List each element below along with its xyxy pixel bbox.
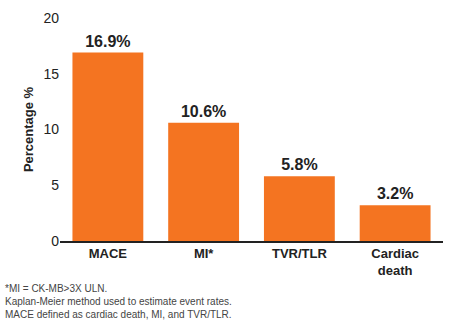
svg-text:MACE: MACE — [89, 246, 128, 261]
svg-text:0: 0 — [51, 233, 59, 249]
svg-text:16.9%: 16.9% — [85, 33, 130, 50]
svg-text:20: 20 — [43, 10, 59, 26]
svg-text:10: 10 — [43, 121, 59, 137]
svg-text:15: 15 — [43, 66, 59, 82]
svg-text:5.8%: 5.8% — [281, 156, 317, 173]
svg-text:3.2%: 3.2% — [377, 185, 413, 202]
svg-text:Percentage %: Percentage % — [21, 86, 36, 172]
svg-text:*MI = CK-MB>3X ULN.Kaplan-Meie: *MI = CK-MB>3X ULN.Kaplan-Meier method u… — [5, 283, 232, 320]
svg-text:MI*: MI* — [194, 246, 214, 261]
svg-text:10.6%: 10.6% — [181, 103, 226, 120]
svg-text:Cardiacdeath: Cardiacdeath — [371, 246, 419, 278]
svg-text:TVR/TLR: TVR/TLR — [272, 246, 327, 261]
svg-text:5: 5 — [51, 177, 59, 193]
